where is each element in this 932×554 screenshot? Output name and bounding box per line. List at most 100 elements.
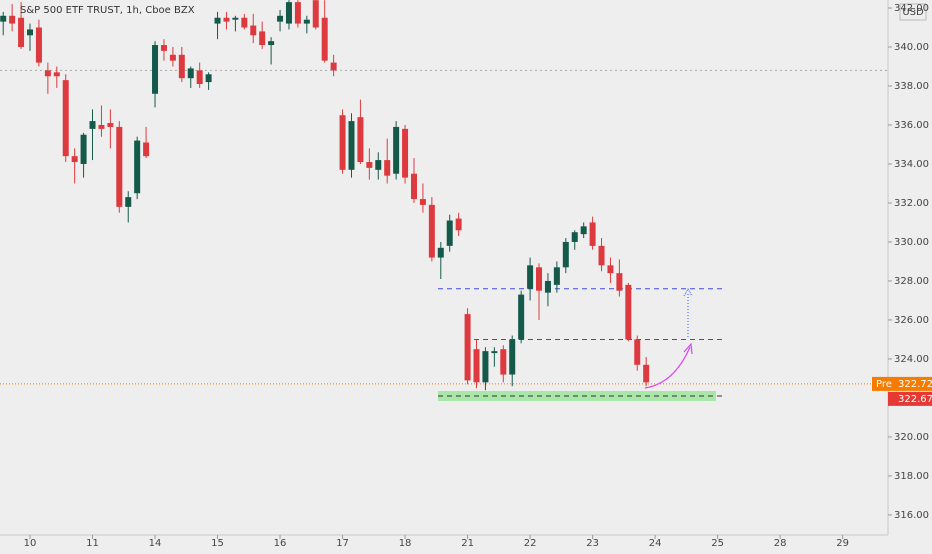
candle-body	[98, 124, 105, 129]
plot	[0, 0, 888, 401]
candle-body	[169, 54, 176, 61]
y-tick-label: 340.00	[894, 42, 929, 53]
candle-body	[35, 27, 42, 63]
candle-body	[589, 222, 596, 246]
y-tick-label: 330.00	[894, 237, 929, 248]
candle-body	[375, 160, 382, 170]
candle-body	[134, 140, 141, 194]
x-tick-label: 21	[461, 538, 474, 549]
candle-body	[464, 314, 471, 381]
y-tick-label: 324.00	[894, 354, 929, 365]
candle-body	[107, 123, 114, 127]
candle-body	[232, 17, 239, 20]
currency: USD	[902, 7, 924, 18]
candle-body	[89, 121, 96, 129]
x-tick-label: 14	[149, 538, 162, 549]
y-tick-label: 316.00	[894, 510, 929, 521]
candle-body	[214, 17, 221, 24]
x-tick-label: 10	[24, 538, 37, 549]
candle-body	[580, 226, 587, 235]
candle-body	[205, 74, 212, 83]
candle-body	[116, 126, 123, 207]
y-tick-label: 332.00	[894, 198, 929, 209]
candle-body	[18, 17, 25, 47]
x-tick-label: 15	[211, 538, 224, 549]
candle-body	[143, 142, 150, 157]
y-tick-label: 320.00	[894, 432, 929, 443]
chart-title: S&P 500 ETF TRUST, 1h, Cboe BZX	[20, 5, 195, 16]
x-tick-label: 18	[399, 538, 412, 549]
x-tick-label: 29	[836, 538, 849, 549]
candle-body	[455, 218, 462, 231]
candle-body	[187, 68, 194, 79]
candle-body	[643, 364, 650, 383]
candle-body	[241, 17, 248, 28]
x-tick-label: 28	[774, 538, 787, 549]
candle-body	[62, 80, 69, 157]
candle-body	[402, 128, 409, 178]
candle-body	[223, 17, 230, 22]
candle-body	[312, 0, 319, 28]
candle-body	[509, 339, 516, 375]
premarket-tag-text: Pre	[876, 379, 892, 390]
candle-body	[553, 267, 560, 285]
x-tick-label: 17	[336, 538, 349, 549]
y-tick-label: 334.00	[894, 159, 929, 170]
candle-body	[491, 351, 498, 354]
candle-body	[152, 45, 159, 94]
candle-body	[321, 17, 328, 61]
candle-body	[27, 29, 34, 36]
candle-body	[518, 294, 525, 340]
premarket-price: 322.72	[898, 379, 932, 390]
candle-body	[607, 265, 614, 274]
y-tick-label: 326.00	[894, 315, 929, 326]
candle-body	[571, 232, 578, 242]
y-tick-label: 338.00	[894, 81, 929, 92]
candle-body	[53, 72, 60, 77]
candle-body	[419, 199, 426, 205]
x-tick-label: 25	[711, 538, 724, 549]
candle-body	[357, 117, 364, 163]
candle-body	[446, 220, 453, 246]
candle-body	[285, 2, 292, 24]
candle-body	[562, 241, 569, 268]
candle-body	[0, 15, 7, 22]
candle-body	[544, 280, 551, 293]
x-tick-label: 16	[274, 538, 287, 549]
candle-body	[437, 247, 444, 258]
candle-body	[598, 245, 605, 266]
arrow-head	[683, 342, 693, 355]
candle-body	[428, 204, 435, 258]
currency-box[interactable]	[899, 3, 927, 21]
candle-body	[268, 41, 275, 46]
candle-body	[71, 156, 78, 163]
candle-body	[482, 351, 489, 383]
target-arrow-head	[683, 287, 693, 297]
projection-arrow	[644, 346, 691, 389]
candle-body	[9, 15, 16, 24]
candle-body	[384, 160, 391, 176]
x-tick-label: 24	[649, 538, 662, 549]
candle-body	[527, 265, 534, 289]
candle-body	[616, 273, 623, 291]
premarket-tag	[872, 376, 932, 391]
x-tick-label: 23	[586, 538, 599, 549]
candle-body	[393, 126, 400, 174]
last-price-tag	[888, 391, 932, 406]
candle-body	[473, 349, 480, 383]
candle-body	[178, 54, 185, 79]
candle-body	[259, 31, 266, 46]
candle-body	[196, 70, 203, 85]
candle-body	[303, 19, 310, 24]
y-tick-label: 342.00	[894, 3, 929, 14]
candle-body	[160, 45, 167, 51]
candle-body	[250, 25, 257, 36]
x-tick-label: 11	[86, 538, 99, 549]
candle-body	[330, 62, 337, 71]
x-tick-label: 22	[524, 538, 537, 549]
candle-body	[348, 121, 355, 170]
candle-body	[625, 284, 632, 340]
